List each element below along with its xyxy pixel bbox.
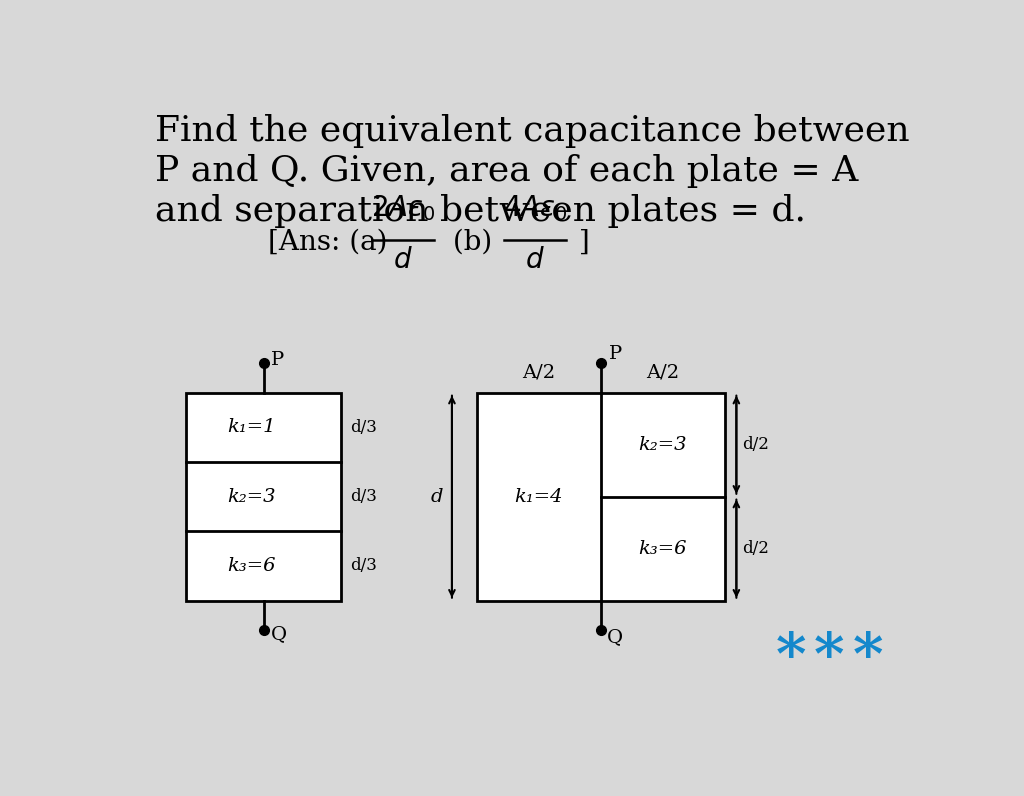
Text: $d$: $d$ xyxy=(393,246,413,274)
Text: k₃=6: k₃=6 xyxy=(639,540,687,558)
Text: d/2: d/2 xyxy=(742,436,769,453)
Text: k₂=3: k₂=3 xyxy=(639,435,687,454)
Text: d/3: d/3 xyxy=(350,488,377,505)
Text: Find the equivalent capacitance between: Find the equivalent capacitance between xyxy=(155,114,909,148)
Text: $4A\varepsilon_0$: $4A\varepsilon_0$ xyxy=(503,193,567,223)
Bar xyxy=(477,392,725,601)
Text: Q: Q xyxy=(607,629,623,646)
Text: A/2: A/2 xyxy=(522,363,555,381)
Text: *: * xyxy=(853,630,884,686)
Text: $2A\varepsilon_0$: $2A\varepsilon_0$ xyxy=(371,193,435,223)
Text: (b): (b) xyxy=(444,229,502,256)
Text: d/2: d/2 xyxy=(742,540,769,557)
Text: and separation between plates = d.: and separation between plates = d. xyxy=(155,194,806,228)
Text: d/3: d/3 xyxy=(350,557,377,575)
Text: k₂=3: k₂=3 xyxy=(227,488,275,505)
Text: ]: ] xyxy=(569,229,590,256)
Text: P: P xyxy=(271,351,285,369)
Text: Q: Q xyxy=(271,626,288,643)
Text: P and Q. Given, area of each plate = A: P and Q. Given, area of each plate = A xyxy=(155,154,858,188)
Text: [Ans: (a): [Ans: (a) xyxy=(267,229,396,256)
Text: k₁=4: k₁=4 xyxy=(514,488,563,505)
Text: d/3: d/3 xyxy=(350,419,377,436)
Text: P: P xyxy=(608,345,622,363)
Text: k₃=6: k₃=6 xyxy=(227,557,275,575)
Text: *: * xyxy=(775,630,806,686)
Text: A/2: A/2 xyxy=(646,363,679,381)
Text: *: * xyxy=(814,630,845,686)
Text: $d$: $d$ xyxy=(525,246,545,274)
Bar xyxy=(186,392,341,601)
Text: d: d xyxy=(430,488,442,505)
Text: k₁=1: k₁=1 xyxy=(227,419,275,436)
